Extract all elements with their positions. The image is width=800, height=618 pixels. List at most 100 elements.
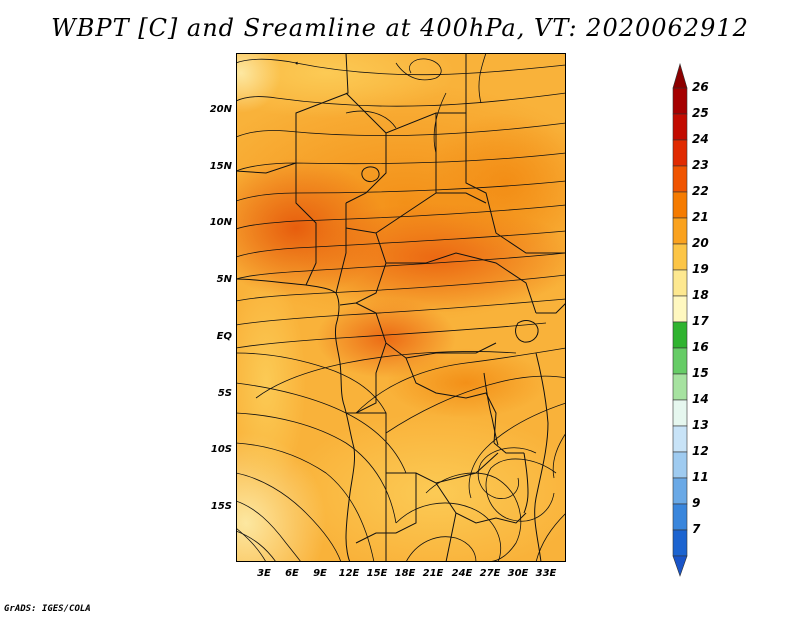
colorbar-label: 14 <box>692 392 709 406</box>
colorbar-swatch <box>672 529 688 557</box>
colorbar-swatch <box>672 191 688 219</box>
colorbar-label: 22 <box>692 184 709 198</box>
streamline <box>236 152 566 172</box>
lake-victoria <box>515 320 539 343</box>
streamline <box>236 204 566 230</box>
colorbar-swatch <box>672 477 688 505</box>
colorbar-top-arrow <box>672 62 688 89</box>
colorbar-swatch <box>672 243 688 271</box>
colorbar-label: 21 <box>692 210 709 224</box>
streamline <box>236 352 387 414</box>
colorbar-swatch <box>672 321 688 349</box>
colorbar-swatch <box>672 87 688 115</box>
colorbar-swatch <box>672 217 688 245</box>
border <box>435 482 527 524</box>
lat-tick-label: 10N <box>209 217 232 228</box>
colorbar-swatch <box>672 399 688 427</box>
border <box>445 512 457 562</box>
colorbar-label: 25 <box>692 106 709 120</box>
colorbar-label: 11 <box>692 470 709 484</box>
streamline <box>405 536 477 562</box>
lat-tick-label: 10S <box>210 444 232 455</box>
streamline <box>552 432 566 479</box>
streamlines <box>236 53 566 562</box>
border <box>295 163 317 286</box>
colorbar-label: 26 <box>692 80 709 94</box>
streamline <box>345 110 397 129</box>
lat-tick-label: 15S <box>210 501 232 512</box>
streamline <box>236 442 375 562</box>
streamline <box>236 274 566 302</box>
border <box>386 252 537 314</box>
colorbar-swatch <box>672 113 688 141</box>
border <box>345 113 437 234</box>
colorbar-label: 20 <box>692 236 709 250</box>
colorbar-swatch <box>672 451 688 479</box>
streamline <box>433 92 447 154</box>
streamline <box>385 375 566 434</box>
streamline <box>236 527 267 562</box>
colorbar-label: 12 <box>692 444 709 458</box>
streamline <box>236 92 566 107</box>
wbpt-core-east <box>426 113 566 253</box>
border <box>536 302 566 314</box>
colorbar-swatch <box>672 425 688 453</box>
colorbar-swatch <box>672 503 688 531</box>
colorbar-label: 19 <box>692 262 709 276</box>
colorbar-label: 13 <box>692 418 709 432</box>
streamline <box>255 351 517 399</box>
colorbar-label: 18 <box>692 288 709 302</box>
border <box>345 92 387 204</box>
page-title: WBPT [C] and Sreamline at 400hPa, VT: 20… <box>51 14 749 42</box>
streamline <box>395 58 442 81</box>
grads-credit: GrADS: IGES/COLA <box>4 604 91 614</box>
colorbar-label: 24 <box>692 132 709 146</box>
streamline <box>236 322 547 349</box>
colorbar-label: 23 <box>692 158 709 172</box>
lake-chad <box>361 166 380 182</box>
lon-tick-label: 33E <box>535 568 557 579</box>
streamline <box>425 472 522 562</box>
lat-tick-label: 20N <box>209 104 232 115</box>
lat-tick-label: EQ <box>216 331 232 342</box>
country-borders <box>236 53 566 562</box>
colorbar-swatch <box>672 139 688 167</box>
colorbar-label: 7 <box>692 522 701 536</box>
colorbar-swatch <box>672 269 688 297</box>
lon-tick-label: 6E <box>285 568 299 579</box>
wbpt-nw-pale <box>236 53 281 113</box>
streamline <box>236 252 566 280</box>
colorbar-swatch <box>672 295 688 323</box>
wbpt-sw-coast-pale <box>236 273 306 493</box>
streamline <box>236 180 566 202</box>
streamline <box>395 502 502 562</box>
border <box>355 473 417 544</box>
streamline <box>236 530 277 562</box>
colorbar-label: 15 <box>692 366 709 380</box>
lon-tick-label: 9E <box>313 568 327 579</box>
streamline <box>236 472 342 562</box>
streamline <box>535 512 566 562</box>
lake-malawi <box>523 452 529 514</box>
border <box>335 203 347 294</box>
streamline <box>355 347 566 414</box>
coastline-east <box>534 352 549 562</box>
border <box>385 53 467 134</box>
lon-tick-label: 12E <box>338 568 360 579</box>
map-frame <box>236 53 566 562</box>
wbpt-southeast-orange <box>386 348 546 418</box>
lon-tick-label: 15E <box>366 568 388 579</box>
border <box>405 357 497 444</box>
lon-tick-label: 27E <box>479 568 501 579</box>
border <box>339 232 387 306</box>
streamline <box>236 412 397 524</box>
streamline <box>236 298 566 326</box>
colorbar-label: 17 <box>692 314 709 328</box>
border <box>436 192 487 204</box>
lat-tick-label: 5N <box>216 274 232 285</box>
colorbar-swatch <box>672 347 688 375</box>
lon-tick-label: 3E <box>257 568 271 579</box>
streamline <box>236 230 566 258</box>
streamline <box>468 402 566 499</box>
streamline <box>485 458 557 522</box>
